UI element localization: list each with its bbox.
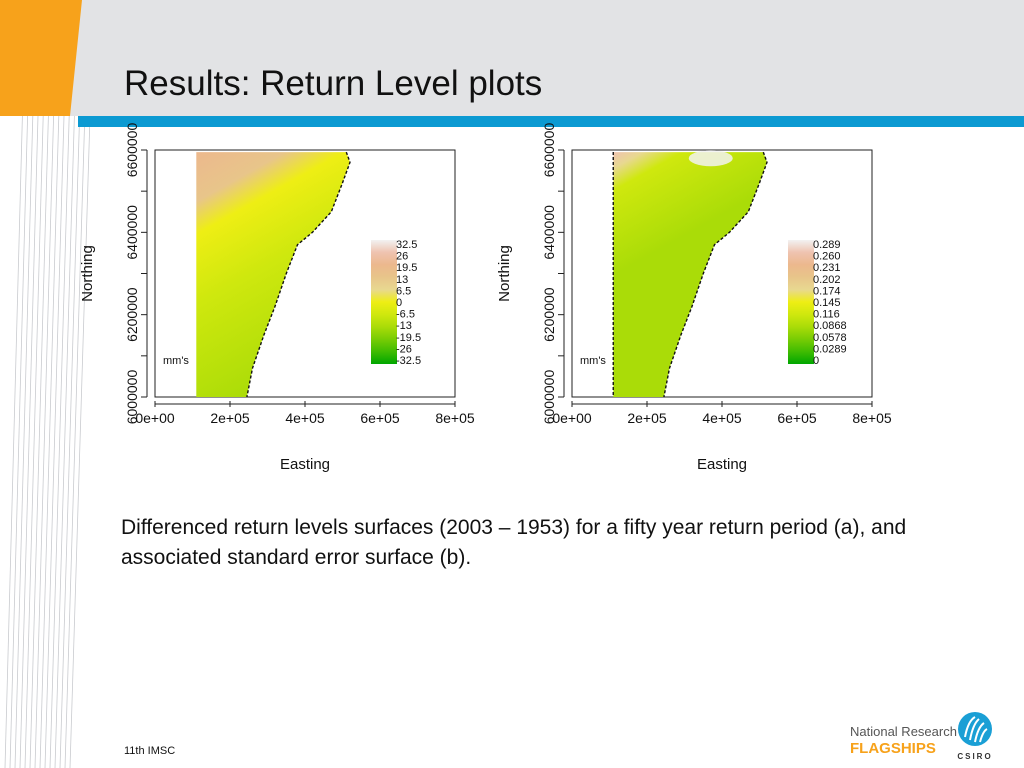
legend-value: 0.231	[813, 262, 841, 274]
high-error-patch	[688, 150, 733, 167]
deco-line	[4, 115, 23, 768]
legend-value: 0.174	[813, 285, 841, 297]
legend-value: 0.202	[813, 274, 841, 286]
y-tick-label: 6400000	[541, 205, 557, 260]
legend-value: 0	[813, 355, 819, 367]
x-tick-label: 4e+05	[285, 410, 325, 426]
deco-line	[29, 115, 49, 768]
y-tick-label: 6600000	[124, 123, 140, 178]
legend-value: -13	[396, 320, 412, 332]
title-bar	[0, 0, 1024, 116]
x-axis-label: Easting	[280, 456, 330, 473]
legend-value: 0.0289	[813, 343, 847, 355]
x-tick-label: 6e+05	[777, 410, 817, 426]
deco-line	[34, 115, 54, 768]
slide-title: Results: Return Level plots	[124, 64, 543, 103]
deco-line	[14, 115, 34, 768]
deco-line	[24, 115, 44, 768]
y-tick-label: 6200000	[541, 287, 557, 342]
y-axis-label: Northing	[496, 245, 513, 302]
x-tick-label: 0e+00	[552, 410, 592, 426]
legend-value: 19.5	[396, 262, 417, 274]
standard-error-plot-b: 0e+00 2e+05 4e+05 6e+05 8e+05 6000000 6200000 6…	[487, 123, 897, 485]
y-tick-label: 6000000	[124, 370, 140, 425]
footer-label: 11th IMSC	[124, 745, 176, 757]
deco-line	[54, 115, 75, 768]
y-tick-label: 6600000	[541, 123, 557, 178]
logo-line-1: National Research	[850, 724, 957, 739]
deco-line	[9, 115, 28, 768]
blue-divider	[78, 116, 1024, 127]
plot-b-svg: 0e+00 2e+05 4e+05 6e+05 8e+05 6000000 6200000 6…	[496, 123, 892, 473]
legend-value: 13	[396, 274, 408, 286]
logo-csiro-text: CSIRO	[957, 752, 992, 761]
x-tick-label: 4e+05	[702, 410, 742, 426]
csiro-emblem-icon	[958, 712, 992, 746]
csiro-flagships-logo: National Research FLAGSHIPS CSIRO	[850, 712, 992, 761]
legend-value: 6.5	[396, 285, 411, 297]
logo-line-2: FLAGSHIPS	[850, 740, 936, 757]
deco-line	[59, 115, 80, 768]
legend-value: 32.5	[396, 239, 417, 251]
legend-value: 0.145	[813, 297, 841, 309]
x-tick-label: 2e+05	[627, 410, 667, 426]
x-tick-label: 0e+00	[135, 410, 175, 426]
decorative-lines	[4, 115, 90, 768]
legend-value: 0.289	[813, 239, 841, 251]
x-tick-label: 8e+05	[435, 410, 475, 426]
legend-value: 0.0578	[813, 332, 847, 344]
orange-accent-band	[0, 0, 82, 116]
legend-title: mm's	[580, 355, 606, 367]
orange-accent-shape	[0, 0, 82, 116]
return-level-plot-a: 0e+00 2e+05 4e+05 6e+05 8e+05 6000000 6200000 6…	[70, 123, 480, 485]
x-axis-label: Easting	[697, 456, 747, 473]
y-tick-label: 6000000	[541, 370, 557, 425]
csiro-emblem-lines	[964, 716, 988, 743]
legend-value: -6.5	[396, 309, 415, 321]
y-tick-label: 6400000	[124, 205, 140, 260]
legend-value: 0.0868	[813, 320, 847, 332]
surface-region	[196, 152, 350, 397]
y-tick-label: 6200000	[124, 287, 140, 342]
x-tick-label: 6e+05	[360, 410, 400, 426]
legend-colorbar	[788, 240, 814, 364]
coastline	[663, 151, 768, 398]
legend-value: -32.5	[396, 355, 421, 367]
legend-value: 0.116	[813, 309, 840, 321]
legend-value: -19.5	[396, 332, 421, 344]
legend-value: 0.260	[813, 251, 841, 263]
deco-line	[44, 115, 65, 768]
y-axis-label: Northing	[79, 245, 96, 302]
coastline	[246, 151, 351, 398]
deco-line	[69, 115, 90, 768]
x-tick-label: 2e+05	[210, 410, 250, 426]
deco-line	[39, 115, 60, 768]
legend-value: 0	[396, 297, 402, 309]
figure-caption: Differenced return levels surfaces (2003…	[121, 516, 907, 569]
legend-value: -26	[396, 343, 412, 355]
x-tick-label: 8e+05	[852, 410, 892, 426]
plot-a-svg: 0e+00 2e+05 4e+05 6e+05 8e+05 6000000 6200000 6…	[79, 123, 475, 473]
surface-region	[613, 152, 767, 397]
deco-line	[64, 115, 86, 768]
deco-line	[19, 115, 39, 768]
deco-line	[49, 115, 70, 768]
legend-colorbar	[371, 240, 397, 364]
legend-title: mm's	[163, 355, 189, 367]
legend-value: 26	[396, 251, 408, 263]
